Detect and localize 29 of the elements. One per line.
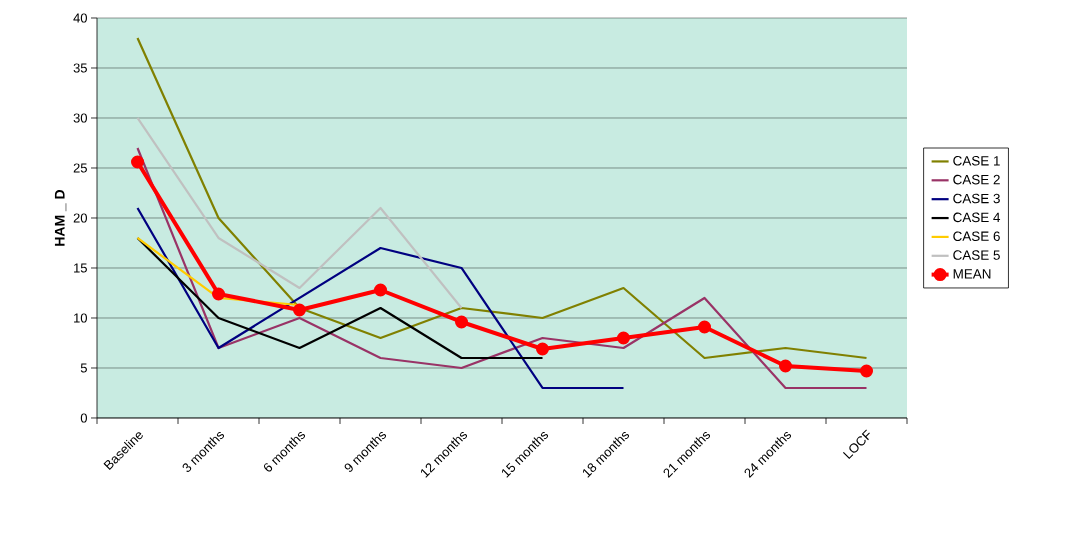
y-tick-label: 40	[73, 13, 87, 23]
legend-label: MEAN	[953, 269, 991, 279]
point	[698, 320, 712, 334]
y-tick-label: 15	[74, 263, 87, 273]
point	[617, 331, 631, 345]
point	[212, 287, 226, 301]
legend-label: CASE 5	[953, 250, 1000, 260]
point	[293, 303, 307, 317]
y-tick-label: 30	[73, 113, 87, 123]
y-tick-label: 35	[73, 63, 87, 73]
legend-label: CASE 1	[953, 156, 1000, 166]
y-tick-label: 5	[80, 363, 87, 373]
legend-label: CASE 6	[953, 231, 1000, 241]
point	[779, 359, 793, 373]
legend-label: CASE 2	[953, 174, 1000, 185]
point	[455, 315, 469, 329]
y-axis-title: HAM _ D	[54, 189, 67, 246]
y-tick-label: 25	[73, 163, 87, 173]
line-series	[136, 36, 868, 360]
y-tick-label: 20	[73, 213, 87, 223]
point	[860, 364, 874, 378]
y-tick-label: 0	[80, 413, 87, 423]
legend-label: CASE 3	[953, 193, 1000, 204]
line-series	[136, 116, 463, 310]
point	[131, 155, 145, 169]
legend-label: CASE 4	[953, 212, 1001, 223]
point	[374, 283, 388, 297]
point	[536, 342, 550, 356]
y-tick-label: 10	[74, 313, 87, 323]
